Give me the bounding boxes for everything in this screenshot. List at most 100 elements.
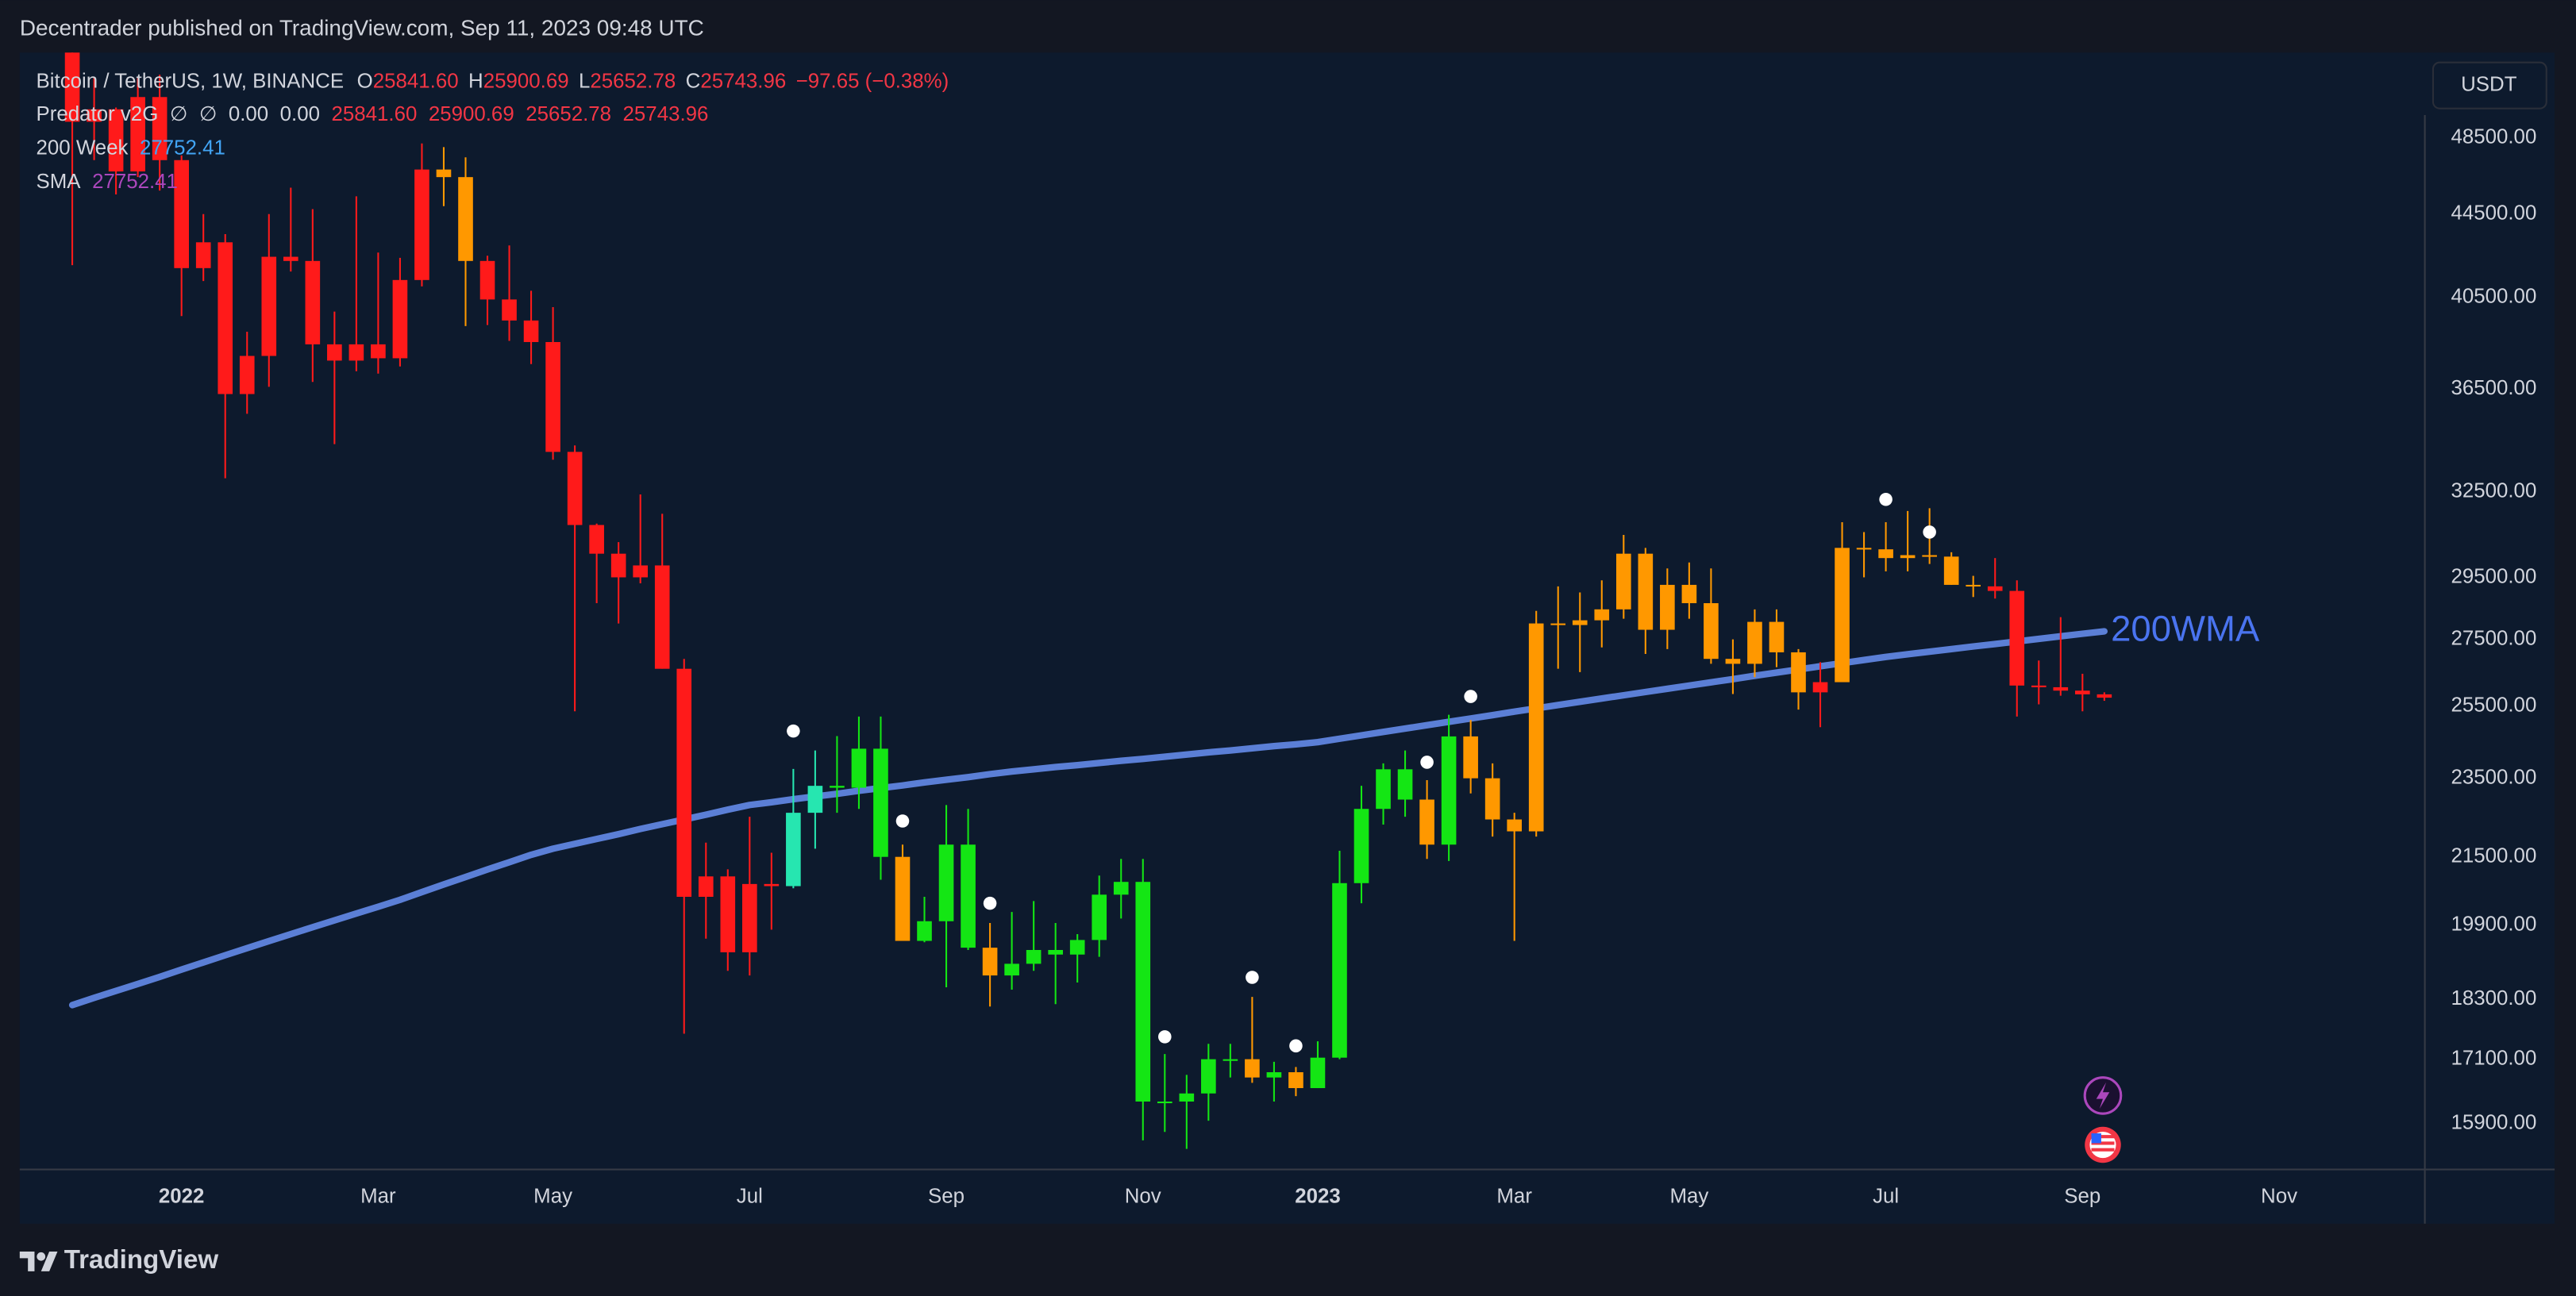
candle-body bbox=[1878, 549, 1893, 559]
signal-dot bbox=[1420, 756, 1434, 769]
candle-body bbox=[1660, 584, 1675, 630]
candle-body bbox=[1004, 963, 1019, 976]
candle-body bbox=[414, 169, 429, 280]
x-tick-label: Sep bbox=[2064, 1186, 2100, 1208]
x-tick-label: May bbox=[533, 1186, 572, 1208]
icon-glyph bbox=[2096, 1082, 2110, 1109]
icon-stripe bbox=[2091, 1141, 2115, 1145]
plot-area bbox=[64, 52, 2112, 1149]
candle-body bbox=[1900, 555, 1916, 559]
candle-body bbox=[1594, 609, 1610, 621]
legend-item: Predator v2G bbox=[37, 103, 159, 125]
candle-body bbox=[742, 883, 757, 952]
icon-stripe bbox=[2091, 1148, 2115, 1152]
legend-row: 200 Week 27752.41 bbox=[37, 137, 225, 159]
candle-body bbox=[1835, 548, 1850, 683]
logo-dot bbox=[37, 1252, 46, 1261]
candle-body bbox=[1922, 555, 1937, 557]
legend-item: 25841.60 bbox=[332, 103, 418, 125]
x-tick-label: Jul bbox=[737, 1186, 763, 1208]
signal-dot bbox=[787, 724, 800, 738]
button-label[interactable]: USDT bbox=[2461, 74, 2517, 96]
candle-body bbox=[1615, 553, 1631, 610]
candle-body bbox=[2097, 694, 2112, 698]
candle-body bbox=[1223, 1059, 1238, 1061]
candle-body bbox=[1397, 769, 1413, 800]
candle-body bbox=[2009, 590, 2025, 686]
candle-body bbox=[830, 786, 845, 788]
candle-body bbox=[1332, 883, 1347, 1058]
candle-body bbox=[1310, 1057, 1326, 1089]
candle-body bbox=[1026, 949, 1042, 964]
candle-body bbox=[764, 883, 780, 886]
candle-body bbox=[348, 344, 364, 361]
y-tick-label: 19900.00 bbox=[2451, 913, 2536, 936]
candle-body bbox=[1966, 584, 1981, 587]
candle-body bbox=[1048, 949, 1063, 955]
y-tick-label: 48500.00 bbox=[2451, 126, 2536, 148]
currency-button[interactable]: USDT bbox=[2432, 61, 2547, 110]
candle-body bbox=[589, 525, 604, 554]
candle-body bbox=[982, 948, 998, 976]
legend-item: 25743.96 bbox=[623, 103, 709, 125]
x-tick-label: Jul bbox=[1873, 1186, 1899, 1208]
candle-body bbox=[2053, 686, 2069, 691]
legend-row: SMA 27752.41 bbox=[37, 171, 178, 193]
y-tick-label: 17100.00 bbox=[2451, 1047, 2536, 1069]
candle-body bbox=[1201, 1059, 1216, 1094]
legend-item: SMA bbox=[37, 171, 82, 193]
candle-body bbox=[523, 320, 539, 342]
y-tick-label: 15900.00 bbox=[2451, 1111, 2536, 1133]
candle-body bbox=[1353, 809, 1369, 883]
legend-item: ∅ bbox=[199, 103, 218, 125]
candle-body bbox=[1704, 603, 1719, 660]
legend-item: O bbox=[357, 70, 373, 92]
brand-logo bbox=[19, 1252, 58, 1271]
candle-body bbox=[938, 844, 954, 921]
signal-dot bbox=[895, 814, 910, 828]
candle-body bbox=[108, 109, 124, 171]
candle-body bbox=[1987, 586, 2003, 591]
legend-item: 25900.69 bbox=[429, 103, 514, 125]
legend-row: Bitcoin / TetherUS, 1W, BINANCE O25841.60… bbox=[37, 70, 949, 92]
candle-body bbox=[130, 97, 145, 171]
candle-body bbox=[676, 668, 692, 898]
candle-body bbox=[283, 256, 298, 261]
candle-body bbox=[1812, 682, 1828, 693]
candle-body bbox=[1092, 894, 1107, 940]
candle-body bbox=[1245, 1059, 1260, 1078]
candle-body bbox=[1943, 556, 1959, 585]
candle-body bbox=[567, 452, 583, 525]
y-tick-label: 23500.00 bbox=[2451, 766, 2536, 788]
candle-body bbox=[1769, 621, 1785, 652]
candle-body bbox=[1747, 621, 1762, 664]
x-tick-label: Mar bbox=[1496, 1186, 1532, 1208]
x-tick-label: 2022 bbox=[159, 1186, 205, 1208]
candle-body bbox=[327, 344, 342, 361]
candle-body bbox=[720, 876, 736, 952]
legend-item: 25743.96 bbox=[700, 70, 786, 92]
y-tick-label: 32500.00 bbox=[2451, 479, 2536, 502]
y-tick-label: 36500.00 bbox=[2451, 377, 2536, 399]
candle-body bbox=[1791, 652, 1806, 693]
candle-body bbox=[654, 565, 670, 669]
candle-body bbox=[64, 52, 80, 122]
candle-body bbox=[1507, 819, 1522, 832]
legend-item: 27752.41 bbox=[92, 171, 178, 193]
candle-body bbox=[2031, 685, 2047, 687]
candle-body bbox=[1441, 736, 1457, 845]
candle-body bbox=[479, 260, 495, 300]
candle-body bbox=[851, 748, 867, 788]
lightning-icon[interactable] bbox=[2083, 1076, 2123, 1115]
candle-body bbox=[371, 344, 386, 359]
legend-item: L bbox=[579, 70, 590, 92]
candle-body bbox=[1069, 940, 1085, 955]
flag-icon[interactable] bbox=[2085, 1126, 2121, 1163]
candle-body bbox=[458, 177, 473, 261]
legend-item: 27752.41 bbox=[140, 137, 225, 159]
candle-body bbox=[807, 786, 823, 813]
candle-body bbox=[239, 356, 255, 394]
candle-body bbox=[1179, 1093, 1195, 1102]
candle-body bbox=[1550, 623, 1566, 625]
button-frame[interactable] bbox=[2432, 61, 2547, 110]
